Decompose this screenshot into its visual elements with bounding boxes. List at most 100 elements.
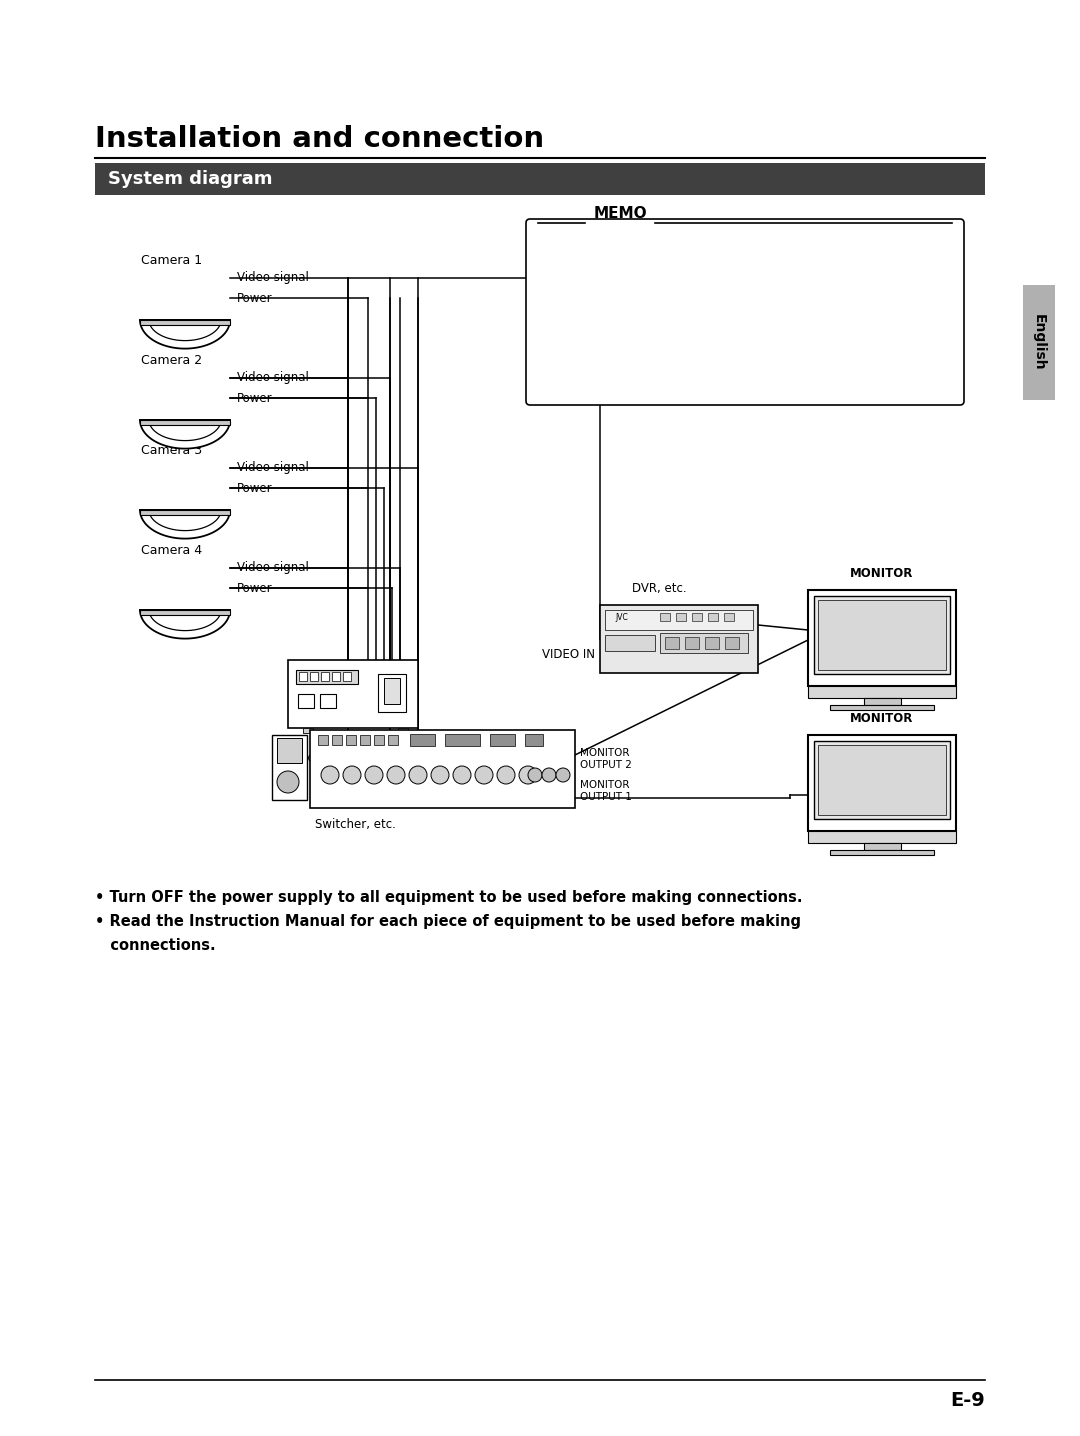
- Bar: [388, 735, 399, 745]
- Text: Video signal: Video signal: [237, 372, 309, 385]
- Polygon shape: [140, 510, 230, 538]
- Circle shape: [475, 765, 492, 784]
- Bar: [831, 850, 934, 854]
- Circle shape: [453, 765, 471, 784]
- Circle shape: [321, 765, 339, 784]
- Bar: [332, 735, 342, 745]
- Bar: [298, 694, 314, 708]
- Text: • When the voltage drops due to fluctua-: • When the voltage drops due to fluctua-: [544, 297, 810, 310]
- Text: Video signal: Video signal: [237, 561, 309, 574]
- Circle shape: [276, 771, 299, 793]
- Circle shape: [365, 765, 383, 784]
- Bar: [676, 613, 686, 620]
- Text: Power: Power: [237, 392, 272, 405]
- Text: E-9: E-9: [950, 1391, 985, 1410]
- Bar: [864, 843, 901, 850]
- Bar: [490, 734, 515, 745]
- Polygon shape: [140, 320, 230, 349]
- Bar: [818, 600, 946, 671]
- Bar: [140, 419, 230, 425]
- Circle shape: [343, 765, 361, 784]
- Text: VIDEO: VIDEO: [320, 699, 357, 712]
- Bar: [140, 610, 230, 615]
- Text: English: English: [1032, 314, 1047, 370]
- Bar: [605, 635, 654, 651]
- Text: Power: Power: [237, 292, 272, 304]
- Bar: [705, 638, 719, 649]
- Text: Switcher, etc.: Switcher, etc.: [315, 819, 396, 831]
- Circle shape: [497, 765, 515, 784]
- Text: tions in voltage or compatibility with the: tions in voltage or compatibility with t…: [544, 313, 815, 326]
- Circle shape: [556, 768, 570, 783]
- Text: Power Unit: Power Unit: [321, 740, 384, 752]
- Bar: [343, 672, 351, 681]
- Bar: [1023, 284, 1055, 401]
- Text: connections.: connections.: [95, 938, 216, 954]
- Circle shape: [519, 765, 537, 784]
- Text: creases by 30% for each TK-C205.: creases by 30% for each TK-C205.: [544, 343, 773, 356]
- Text: INPUT: INPUT: [320, 711, 355, 724]
- Bar: [332, 672, 340, 681]
- Bar: [831, 705, 934, 709]
- Bar: [445, 734, 480, 745]
- Text: • Read the Instruction Manual for each piece of equipment to be used before maki: • Read the Instruction Manual for each p…: [95, 913, 801, 929]
- Text: VIDEO IN: VIDEO IN: [542, 648, 595, 661]
- Bar: [665, 638, 679, 649]
- Text: OUTPUT 2: OUTPUT 2: [580, 760, 632, 770]
- Circle shape: [528, 768, 542, 783]
- Bar: [320, 694, 336, 708]
- Text: DVR, etc.: DVR, etc.: [632, 582, 686, 595]
- Bar: [692, 613, 702, 620]
- Text: Camera 3: Camera 3: [141, 444, 202, 457]
- Bar: [808, 831, 956, 843]
- Text: TK-C205: TK-C205: [544, 248, 600, 263]
- Text: Camera 4: Camera 4: [141, 543, 202, 557]
- Text: power  supply  cable,  the  current  in-: power supply cable, the current in-: [544, 327, 799, 340]
- Bar: [814, 741, 950, 819]
- Bar: [140, 320, 230, 325]
- Bar: [808, 590, 956, 686]
- Bar: [864, 698, 901, 705]
- Bar: [272, 735, 307, 800]
- Circle shape: [431, 765, 449, 784]
- Bar: [95, 164, 985, 195]
- FancyBboxPatch shape: [526, 220, 964, 405]
- Text: MONITOR: MONITOR: [580, 780, 630, 790]
- Text: JVC: JVC: [615, 613, 627, 622]
- Bar: [384, 678, 400, 704]
- Text: Power: Power: [237, 582, 272, 595]
- Polygon shape: [140, 610, 230, 639]
- Bar: [814, 596, 950, 673]
- Bar: [605, 610, 753, 630]
- Bar: [318, 735, 328, 745]
- Bar: [525, 734, 543, 745]
- Bar: [660, 633, 748, 653]
- Bar: [288, 661, 418, 728]
- Circle shape: [409, 765, 427, 784]
- Bar: [818, 745, 946, 816]
- Text: OUTPUT 1: OUTPUT 1: [580, 793, 632, 801]
- Bar: [399, 728, 408, 732]
- Bar: [360, 735, 370, 745]
- Text: System diagram: System diagram: [108, 169, 272, 188]
- Bar: [410, 734, 435, 745]
- Bar: [140, 510, 230, 516]
- Bar: [600, 605, 758, 673]
- Bar: [303, 728, 313, 732]
- Circle shape: [387, 765, 405, 784]
- Text: Camera 2: Camera 2: [141, 353, 202, 366]
- Bar: [808, 686, 956, 698]
- Text: MONITOR: MONITOR: [580, 748, 630, 758]
- Text: DC 12 V or AC 24 V: DC 12 V or AC 24 V: [299, 754, 407, 764]
- Text: Video signal: Video signal: [237, 461, 309, 474]
- Text: Power: Power: [237, 481, 272, 494]
- Bar: [310, 672, 318, 681]
- Bar: [685, 638, 699, 649]
- Bar: [310, 729, 575, 808]
- Bar: [660, 613, 670, 620]
- Bar: [374, 735, 384, 745]
- Text: MONITOR: MONITOR: [850, 567, 914, 580]
- Bar: [725, 638, 739, 649]
- Text: AC 24V  :  280mA: AC 24V : 280mA: [544, 281, 669, 294]
- Bar: [378, 673, 406, 712]
